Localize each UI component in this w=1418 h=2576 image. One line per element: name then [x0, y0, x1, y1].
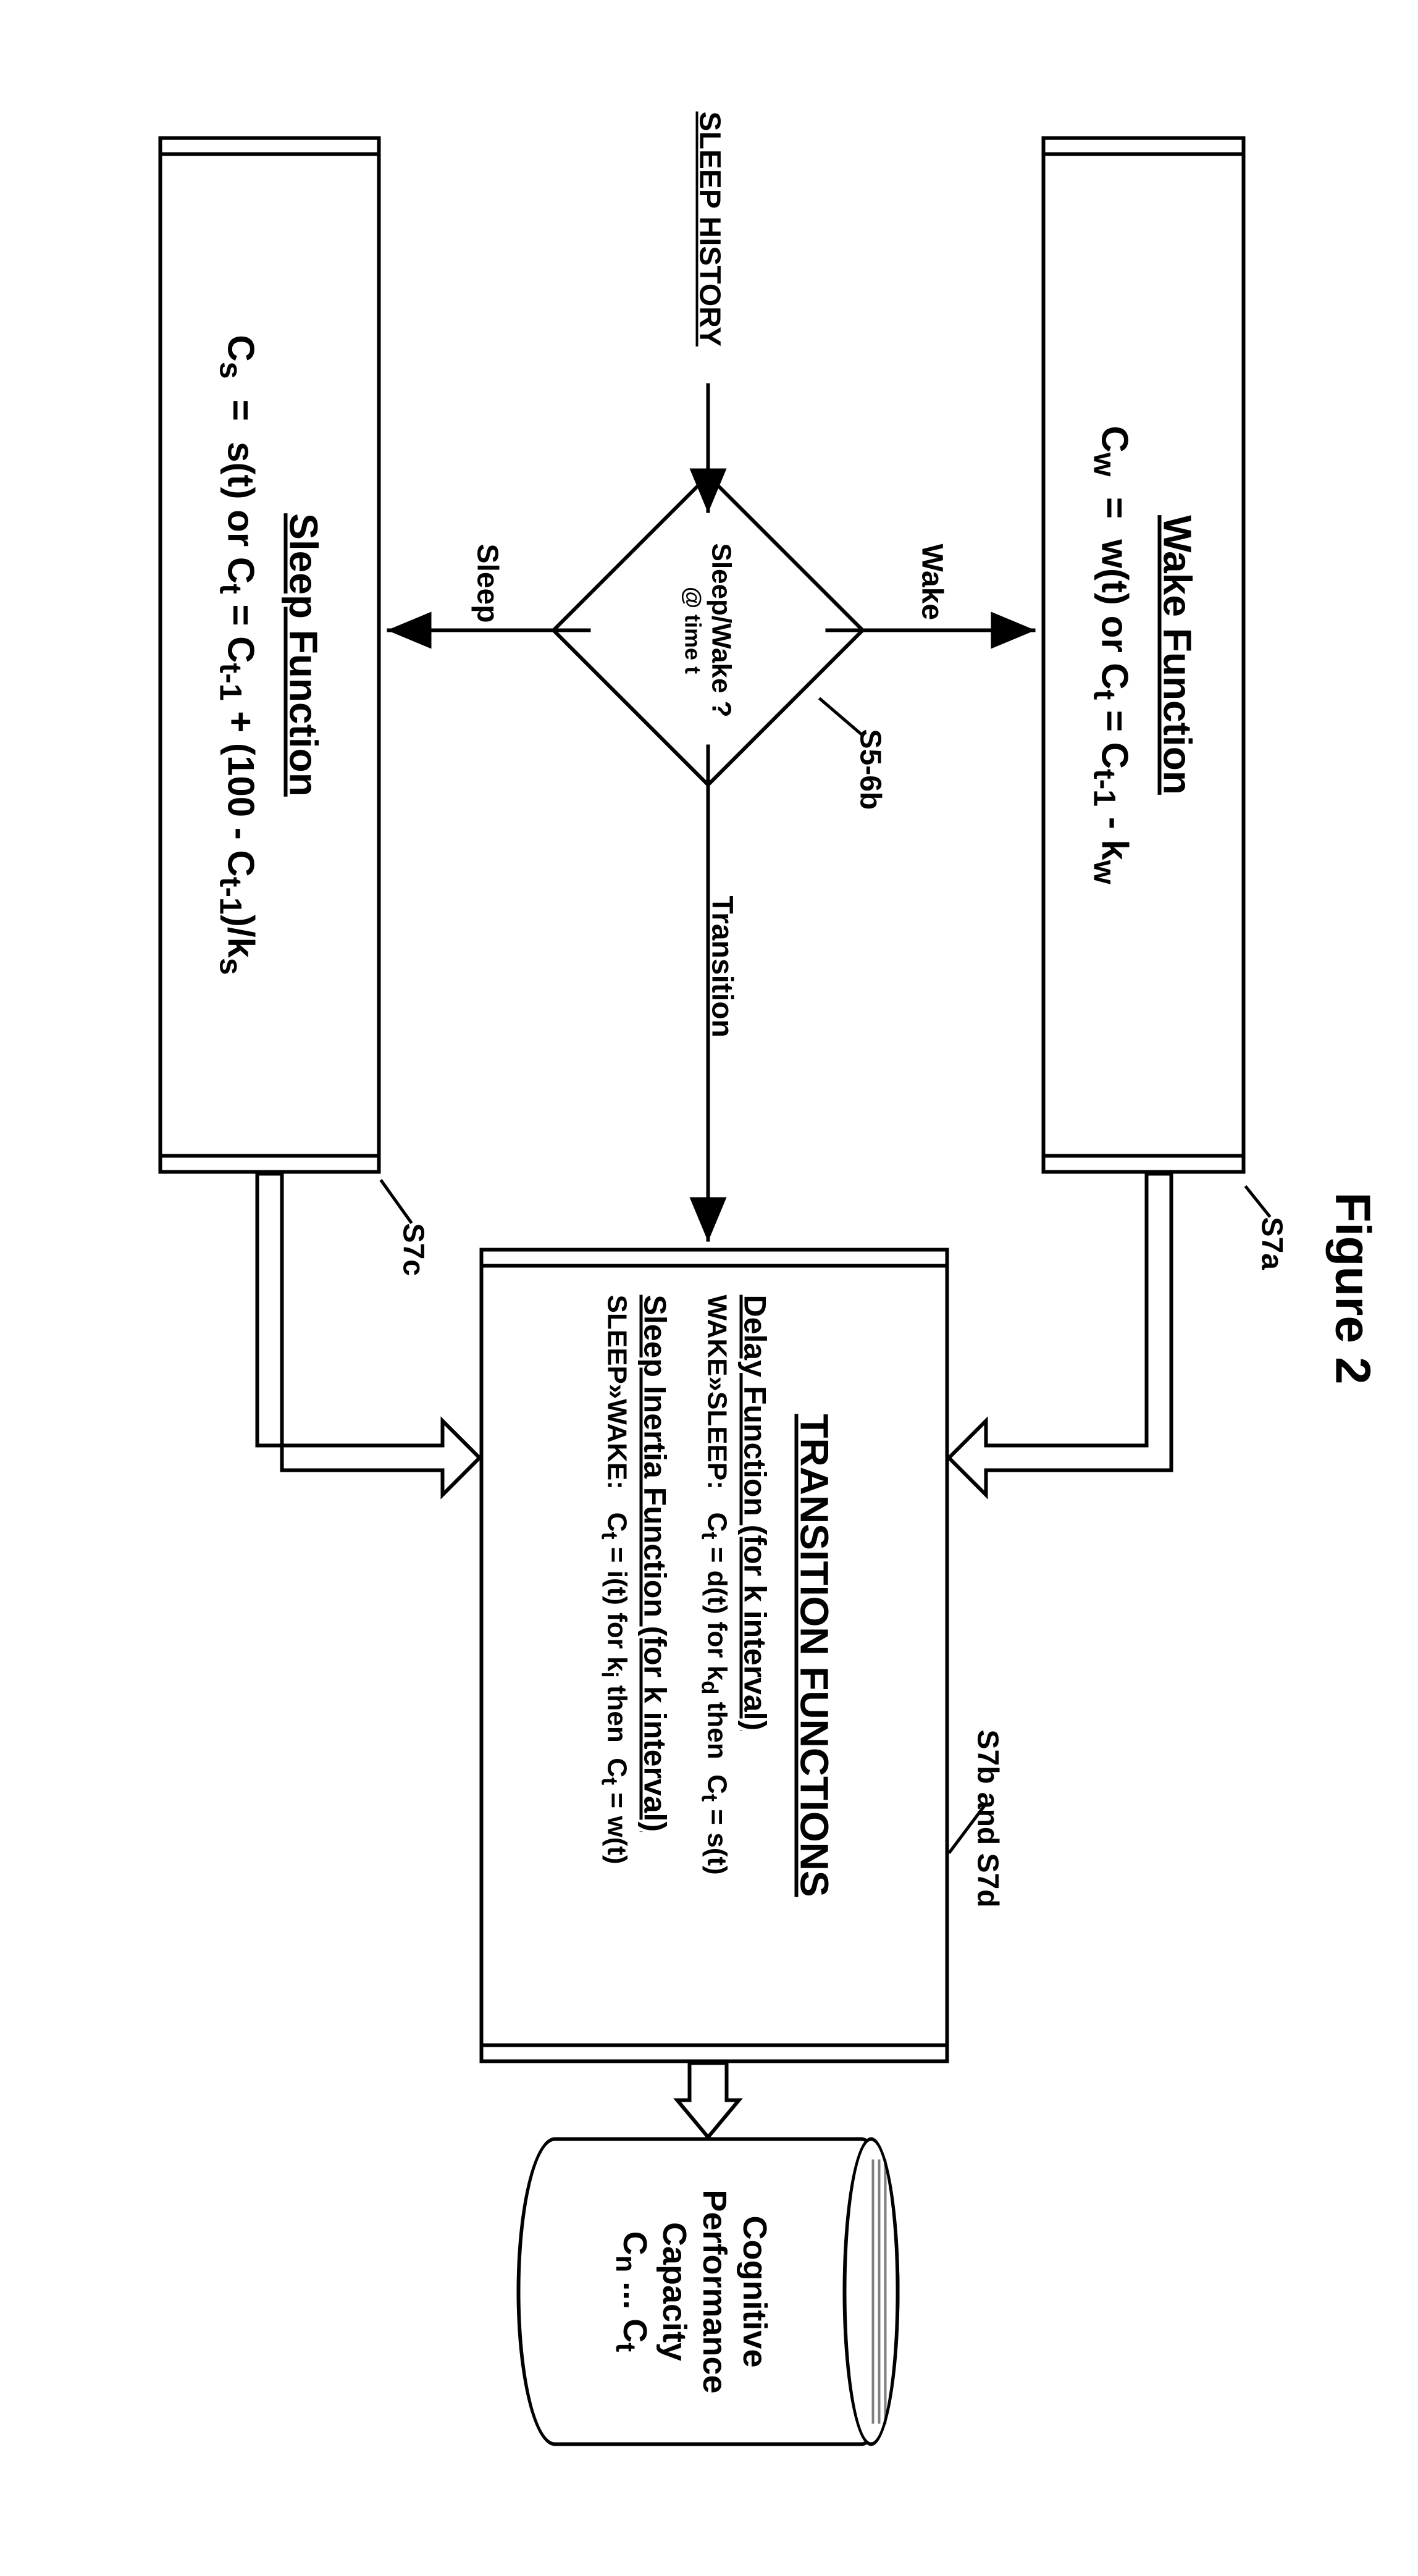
delay-function-title: Delay Function (for k interval): [737, 1294, 773, 1731]
cylinder-line3: Capacity: [654, 2141, 694, 2442]
decision-text: Sleep/Wake ? @ time t: [597, 519, 820, 741]
transition-title: TRANSITION FUNCTIONS: [791, 1414, 837, 1897]
inertia-function-title: Sleep Inertia Function (for k interval): [637, 1294, 673, 1832]
wake-function-box: Wake Function Cw = w(t) or Ct = Ct-1 - k…: [1042, 136, 1246, 1173]
cylinder-line1: Cognitive: [734, 2141, 774, 2442]
wake-function-formula: Cw = w(t) or Ct = Ct-1 - kw: [1087, 426, 1136, 884]
callout-s7a: S7a: [1255, 1217, 1289, 1269]
delay-function-line: WAKE»SLEEP: Ct = d(t) for kd then Ct = s…: [697, 1294, 732, 1874]
callout-s56b: S5-6b: [854, 729, 887, 810]
output-cylinder: Cognitive Performance Capacity Cn ... Ct: [517, 2137, 900, 2446]
sleep-function-title: Sleep Function: [281, 513, 327, 797]
decision-line1: Sleep/Wake ?: [706, 543, 737, 717]
figure-title: Figure 2: [1325, 1192, 1382, 1384]
inertia-function-line: SLEEP»WAKE: Ct = i(t) for ki then Ct = w…: [597, 1294, 632, 1864]
decision-line2: @ time t: [680, 586, 706, 673]
callout-s7c: S7c: [396, 1223, 430, 1275]
wake-branch-label: Wake: [915, 543, 949, 620]
sleep-function-formula: Cs = s(t) or Ct = Ct-1 + (100 - Ct-1)/ks: [213, 335, 262, 975]
cylinder-line4: Cn ... Ct: [609, 2141, 655, 2442]
sleep-function-box: Sleep Function Cs = s(t) or Ct = Ct-1 + …: [159, 136, 381, 1173]
callout-s7bd: S7b and S7d: [971, 1729, 1005, 1907]
wake-function-title: Wake Function: [1155, 515, 1201, 795]
transition-functions-box: TRANSITION FUNCTIONS Delay Function (for…: [480, 1248, 949, 2063]
diagram-canvas: Wake Function Cw = w(t) or Ct = Ct-1 - k…: [122, 62, 1295, 2470]
page: Figure 2 Wake Function Cw = w(t) or Ct =…: [1, 0, 1418, 2576]
transition-branch-label: Transition: [705, 896, 739, 1037]
cylinder-line2: Performance: [694, 2141, 734, 2442]
sleep-branch-label: Sleep: [471, 543, 505, 623]
sleep-history-label: SLEEP HISTORY: [693, 111, 727, 346]
